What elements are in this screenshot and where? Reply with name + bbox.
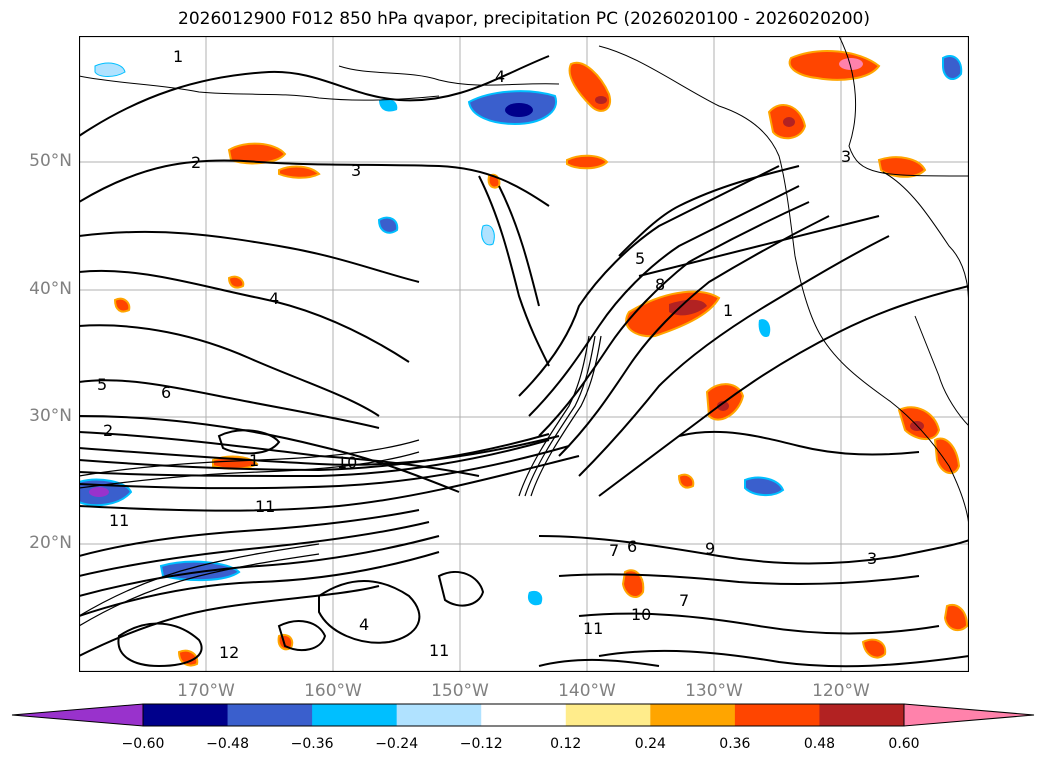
colorbar-tick-label: −0.48	[206, 736, 249, 752]
contour-label-11: 11	[109, 511, 129, 530]
colorbar-segment	[819, 704, 905, 726]
contour-label-11c: 11	[583, 619, 603, 638]
contour-label-11d: 11	[429, 641, 449, 660]
contour-label-7: 7	[609, 541, 619, 560]
colorbar-segment	[396, 704, 482, 726]
map-title: 2026012900 F012 850 hPa qvapor, precipit…	[178, 9, 870, 29]
contour-labels: 1 2 3 4 5 6 7 8 9 10 11 12 4 5 1 11 11 1…	[97, 47, 877, 662]
contour-label-3: 3	[351, 161, 361, 180]
lat-label-30n: 30°N	[29, 406, 72, 426]
contour-label-10: 10	[337, 453, 357, 472]
colorbar-tick-label: 0.24	[634, 736, 666, 752]
contour-label-3b: 3	[841, 147, 851, 166]
map-frame	[79, 36, 969, 672]
lon-label-150w: 150°W	[431, 681, 489, 701]
lat-label-20n: 20°N	[29, 533, 72, 553]
colorbar-tick-label: 0.12	[550, 736, 582, 752]
colorbar-tick-label: 0.36	[719, 736, 751, 752]
graticule	[79, 36, 969, 672]
map-panel: 1 2 3 4 5 6 7 8 9 10 11 12 4 5 1 11 11 1…	[79, 36, 969, 672]
colorbar-segment	[565, 704, 651, 726]
contour-label-1b: 1	[723, 301, 733, 320]
lon-label-130w: 130°W	[685, 681, 743, 701]
lat-label-40n: 40°N	[29, 279, 72, 299]
tight-gradient-contours	[79, 335, 602, 627]
contour-label-3c: 3	[867, 549, 877, 568]
colorbar-tick-label: −0.36	[290, 736, 334, 752]
contour-label-1c: 1	[249, 451, 259, 470]
contour-label-1: 1	[173, 47, 183, 66]
contour-label-2b: 2	[103, 421, 113, 440]
colorbar-segment	[143, 704, 229, 726]
contour-label-4b: 4	[495, 67, 505, 86]
colorbar-segment	[481, 704, 567, 726]
contour-label-12: 12	[219, 643, 239, 662]
contour-label-5: 5	[97, 375, 107, 394]
lon-label-160w: 160°W	[304, 681, 362, 701]
contour-label-8: 8	[655, 275, 665, 294]
colorbar-segment	[734, 704, 820, 726]
colorbar-segment	[312, 704, 398, 726]
colorbar-segment	[227, 704, 313, 726]
contour-label-9: 9	[705, 539, 715, 558]
colorbar-extend-low	[11, 703, 144, 727]
colorbar-tick-label: −0.24	[375, 736, 419, 752]
contour-label-6: 6	[161, 383, 171, 402]
precip-positive-patches	[113, 50, 969, 667]
colorbar-tick-label: −0.12	[459, 736, 503, 752]
colorbar-tick-label: 0.60	[888, 736, 920, 752]
contour-label-2: 2	[191, 153, 201, 172]
contour-label-7b: 7	[679, 591, 689, 610]
contour-label-11b: 11	[255, 497, 275, 516]
coastlines	[79, 36, 969, 527]
contour-label-6b: 6	[627, 537, 637, 556]
lat-label-50n: 50°N	[29, 151, 72, 171]
colorbar-extend-high	[903, 703, 1035, 727]
contour-label-4c: 4	[359, 615, 369, 634]
contour-label-10b: 10	[631, 605, 651, 624]
contour-label-5b: 5	[635, 249, 645, 268]
map-canvas: 1 2 3 4 5 6 7 8 9 10 11 12 4 5 1 11 11 1…	[79, 36, 969, 672]
qvapor-contours	[79, 55, 969, 668]
colorbar-tick-label: −0.60	[121, 736, 165, 752]
lon-label-140w: 140°W	[558, 681, 616, 701]
lon-label-170w: 170°W	[177, 681, 235, 701]
contour-label-4: 4	[269, 289, 279, 308]
colorbar-tick-label: 0.48	[803, 736, 836, 752]
lon-label-120w: 120°W	[812, 681, 870, 701]
colorbar-segment	[650, 704, 736, 726]
